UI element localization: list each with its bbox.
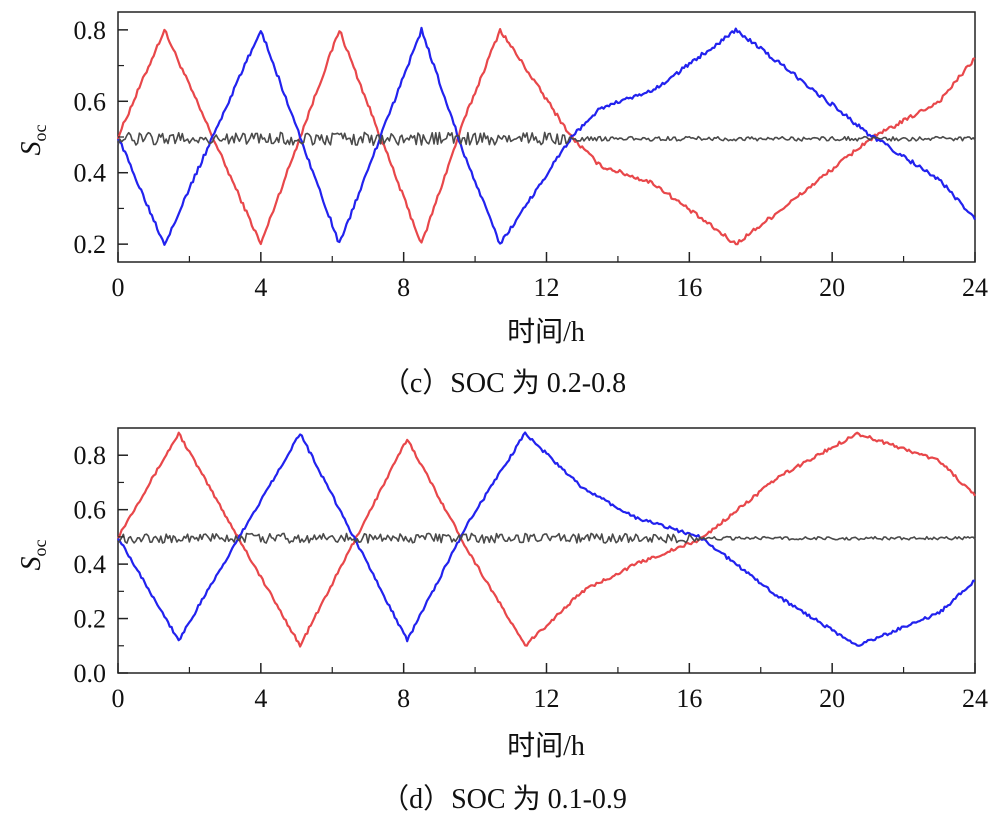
y-tick-label: 0.2	[74, 605, 107, 634]
soc-series-blue-d	[117, 431, 976, 647]
soc-series-gray-c	[117, 131, 976, 146]
series-layer-d	[117, 431, 976, 648]
y-axis-title-sub-d: oc	[30, 540, 50, 557]
soc-series-red-c	[116, 28, 976, 246]
y-axis-title-base-c: S	[16, 142, 47, 156]
y-tick-label: 0.6	[74, 496, 107, 525]
x-tick-label: 16	[676, 684, 702, 713]
x-axis-title-c: 时间/h	[507, 316, 585, 348]
x-tick-label: 12	[534, 684, 560, 713]
y-axis-title-c: Soc	[16, 125, 50, 156]
x-tick-label: 4	[254, 684, 267, 713]
chart-panel-c: 0 4 8 12 16 20 24 0.2 0.4 0.6 0.8 Soc 时间/h （c）SOC …	[16, 11, 989, 399]
y-tick-label: 0.8	[74, 441, 107, 470]
x-tick-label: 8	[397, 684, 410, 713]
soc-series-blue-c	[117, 26, 976, 246]
soc-series-gray-d	[117, 532, 976, 544]
tick-layer-c: 0 4 8 12 16 20 24 0.2 0.4 0.6 0.8	[74, 16, 989, 302]
y-tick-label: 0.0	[74, 659, 107, 688]
x-axis-title-d: 时间/h	[507, 730, 585, 762]
caption-d: （d）SOC 为 0.1-0.9	[381, 783, 627, 815]
y-axis-title-d: Soc	[16, 540, 50, 571]
x-tick-label: 24	[962, 273, 988, 302]
x-tick-label: 16	[676, 273, 702, 302]
y-axis-title-sub-c: oc	[30, 125, 50, 142]
x-tick-label: 0	[112, 684, 125, 713]
y-tick-label: 0.8	[74, 16, 107, 45]
x-tick-label: 8	[397, 273, 410, 302]
y-tick-label: 0.6	[74, 87, 107, 116]
tick-layer-d: 0 4 8 12 16 20 24 0.0 0.2 0.4 0.6 0.8	[74, 441, 989, 713]
y-tick-label: 0.4	[74, 550, 107, 579]
chart-panel-d: 0 4 8 12 16 20 24 0.0 0.2 0.4 0.6 0.8 Soc 时间/h （d）S…	[16, 427, 989, 815]
x-tick-label: 0	[112, 273, 125, 302]
y-axis-title-base-d: S	[16, 557, 47, 571]
x-tick-label: 4	[254, 273, 267, 302]
series-layer-c	[116, 26, 976, 246]
soc-series-red-d	[117, 431, 976, 648]
y-tick-label: 0.4	[74, 159, 107, 188]
x-tick-label: 24	[962, 684, 988, 713]
caption-c: （c）SOC 为 0.2-0.8	[382, 367, 626, 399]
x-tick-label: 20	[819, 273, 845, 302]
x-tick-label: 20	[819, 684, 845, 713]
x-tick-label: 12	[534, 273, 560, 302]
y-tick-label: 0.2	[74, 230, 107, 259]
